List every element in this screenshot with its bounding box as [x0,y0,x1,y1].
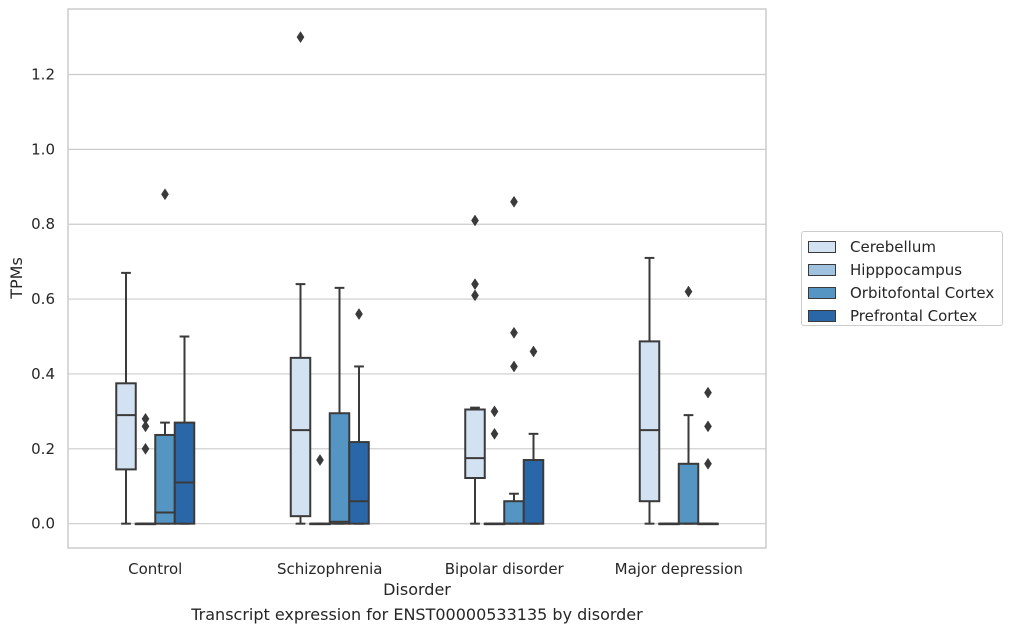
box-group [638,256,661,525]
legend-item-orbitofrontal-cortex: Orbitofontal Cortex [808,281,1002,304]
legend-label: Cerebellum [850,237,936,256]
box-group [309,454,331,526]
outlier-point [316,454,324,466]
outlier-point [471,214,479,227]
box-iqr [348,441,370,525]
x-tick-label: Major depression [615,560,743,578]
box-group [677,285,700,525]
box-group [173,335,196,525]
y-tick-label: 0.0 [31,515,55,533]
box-iqr [522,459,545,525]
box-group [115,271,137,525]
plot-frame [67,8,767,549]
x-tick-label: Control [128,560,182,578]
outlier-point [529,345,538,358]
x-tick-label: Bipolar disorder [445,560,565,578]
legend-swatch-prefrontal-cortex [808,309,836,322]
x-axis-label: Disorder [383,580,451,599]
box-iqr [638,340,661,503]
outlier-point [141,442,150,455]
legend-swatch-hippocampus [808,263,836,276]
legend-swatch-orbitofrontal-cortex [808,286,836,299]
legend-item-cerebellum: Cerebellum [808,235,1002,258]
outlier-point [471,289,479,302]
y-tick-label: 0.2 [31,440,55,458]
outlier-point [510,195,518,208]
box-group [134,412,157,526]
box-iqr [154,433,176,525]
box-group [483,405,506,526]
box-group [522,345,545,525]
box-group [464,214,486,525]
box-group [697,386,719,526]
legend-label: Orbitofontal Cortex [850,283,995,302]
outlier-point [296,31,305,44]
outlier-point [471,278,479,291]
box-iqr [328,412,351,525]
box-group [154,188,176,525]
box-iqr [503,500,525,525]
outlier-point [490,405,499,418]
box-iqr [289,356,312,518]
y-tick-label: 0.6 [31,290,55,308]
axes [67,8,767,549]
legend-item-prefrontal-cortex: Prefrontal Cortex [808,304,1002,327]
chart-caption: Transcript expression for ENST0000053313… [191,605,643,624]
legend-label: Prefrontal Cortex [850,306,978,325]
box-group [503,195,525,525]
outlier-point [704,386,712,399]
outlier-point [355,308,363,321]
y-tick-label: 1.2 [31,66,55,84]
box-group [289,31,312,525]
box-iqr [677,462,700,525]
legend-swatch-cerebellum [808,240,836,253]
box-group [328,286,351,525]
outlier-point [141,412,150,425]
outlier-point [510,360,518,373]
tick-labels: 0.0 0.2 0.4 0.6 0.8 1.0 1.2 Control Schizophreni… [31,66,743,578]
box-iqr [464,408,486,480]
legend: Cerebellum Hipppocampus Orbitofontal Cor… [801,231,1003,326]
outlier-point [704,420,712,433]
box-marks [115,31,719,526]
box-iqr [115,382,137,471]
outlier-point [490,427,499,440]
y-tick-label: 0.4 [31,365,55,383]
y-axis-label: TPMs [7,257,26,300]
box-iqr [173,421,196,525]
outlier-point [141,420,150,433]
legend-label: Hipppocampus [850,260,963,279]
outlier-point [704,457,712,470]
y-tick-label: 1.0 [31,140,55,158]
x-tick-label: Schizophrenia [277,560,382,578]
legend-item-hippocampus: Hipppocampus [808,258,1002,281]
outlier-point [510,326,518,339]
box-group [348,308,370,525]
box-group [658,522,680,526]
outlier-point [161,188,169,201]
outlier-point [684,285,693,298]
y-tick-label: 0.8 [31,215,55,233]
